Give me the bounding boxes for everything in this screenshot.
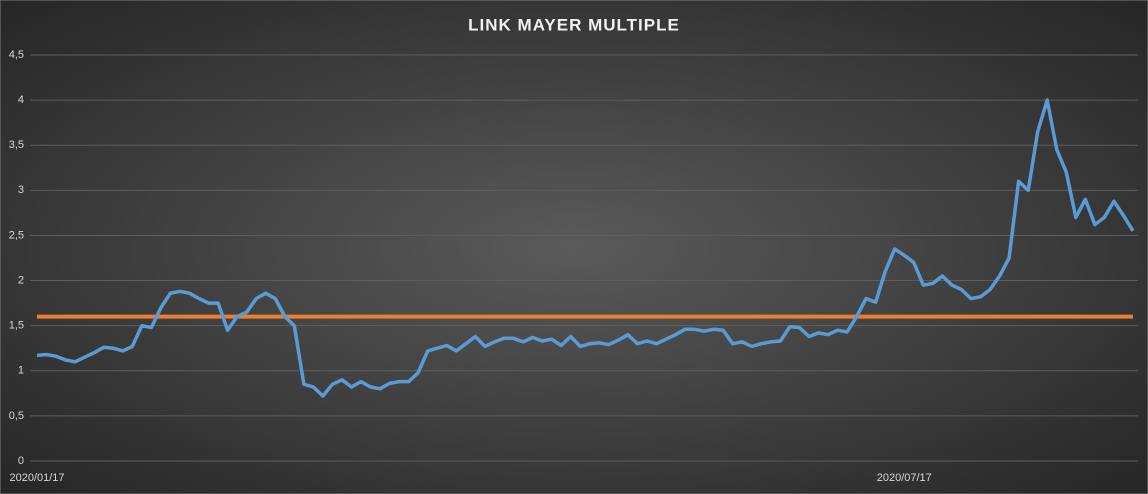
y-tick-label: 4,5 — [9, 49, 24, 61]
y-tick-label: 0,5 — [9, 410, 24, 422]
x-tick-label: 2020/07/17 — [877, 472, 932, 484]
y-tick-label: 1 — [18, 365, 24, 377]
data-line — [36, 98, 1135, 398]
y-tick-label: 1,5 — [9, 320, 24, 332]
y-tick-label: 3,5 — [9, 139, 24, 151]
y-tick-label: 3 — [18, 184, 24, 196]
y-tick-label: 2 — [18, 274, 24, 286]
chart-title: LINK MAYER MULTIPLE — [468, 15, 680, 34]
y-tick-label: 4 — [18, 94, 24, 106]
x-tick-label: 2020/01/17 — [9, 472, 64, 484]
y-tick-label: 0 — [18, 455, 24, 467]
y-tick-label: 2,5 — [9, 229, 24, 241]
